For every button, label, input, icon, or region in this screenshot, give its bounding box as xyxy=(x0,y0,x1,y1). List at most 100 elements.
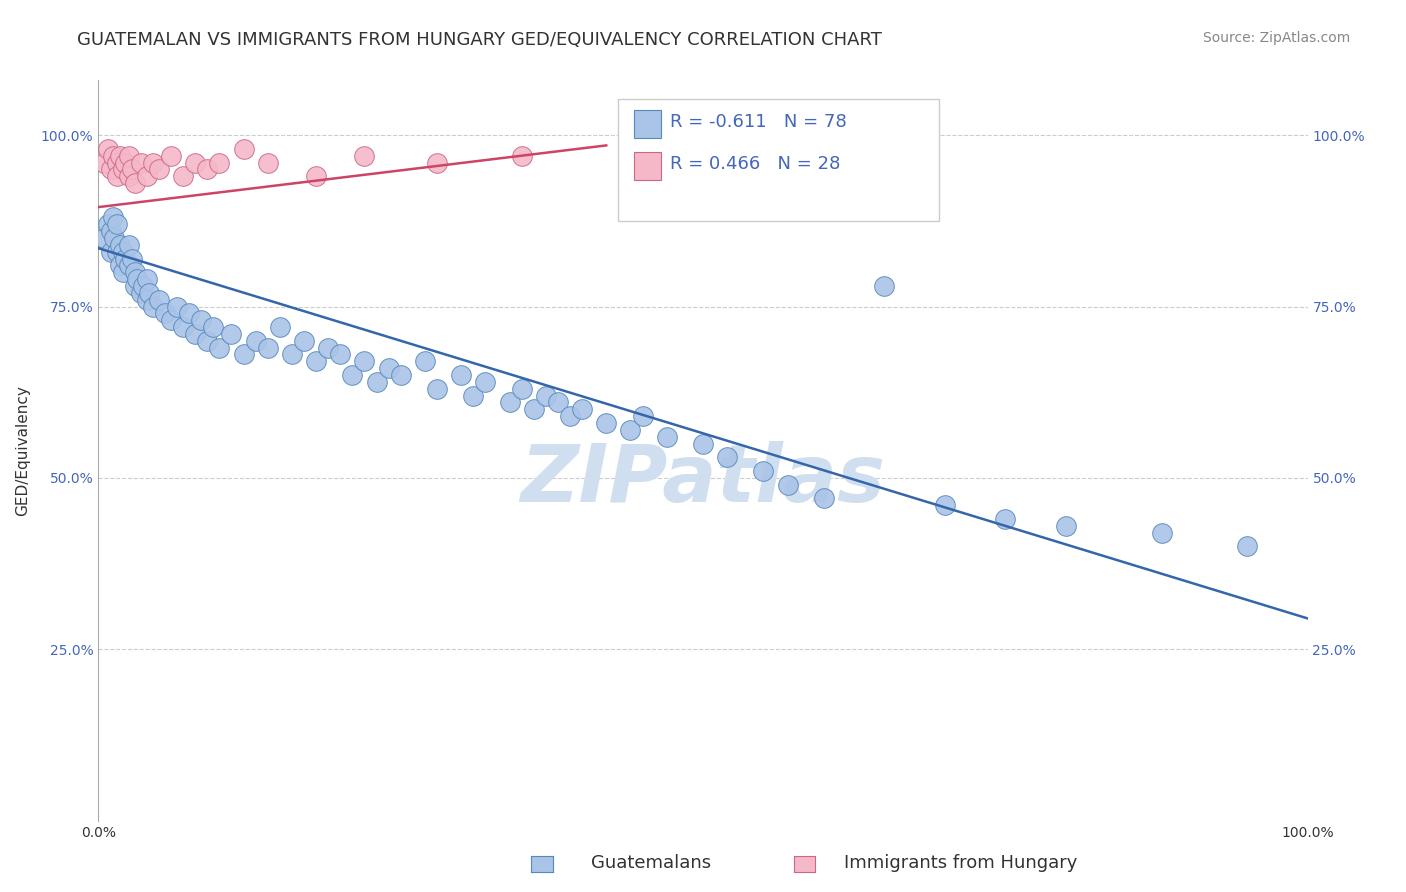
Point xyxy=(245,334,267,348)
Point xyxy=(132,279,155,293)
Point xyxy=(129,285,152,300)
Point xyxy=(100,244,122,259)
Point xyxy=(353,149,375,163)
Point xyxy=(105,244,128,259)
Point xyxy=(100,162,122,177)
Point xyxy=(256,155,278,169)
Text: R = 0.466   N = 28: R = 0.466 N = 28 xyxy=(671,155,841,173)
Point xyxy=(716,450,738,465)
Point xyxy=(100,224,122,238)
Text: Immigrants from Hungary: Immigrants from Hungary xyxy=(844,855,1077,872)
Point xyxy=(292,334,315,348)
Point xyxy=(105,169,128,184)
Point xyxy=(1236,540,1258,554)
Point xyxy=(994,512,1017,526)
Point xyxy=(523,402,546,417)
Point xyxy=(692,436,714,450)
Point xyxy=(558,409,581,424)
Point xyxy=(595,416,617,430)
Point xyxy=(655,430,678,444)
Point xyxy=(93,231,115,245)
Point xyxy=(190,313,212,327)
Point xyxy=(547,395,569,409)
Point xyxy=(426,155,449,169)
Point xyxy=(118,259,141,273)
Point xyxy=(232,347,254,361)
Point xyxy=(1054,519,1077,533)
Point xyxy=(97,142,120,156)
Point xyxy=(108,237,131,252)
Point xyxy=(97,217,120,231)
Point xyxy=(124,279,146,293)
Point xyxy=(160,313,183,327)
Point xyxy=(571,402,593,417)
Point xyxy=(776,477,799,491)
Point xyxy=(118,237,141,252)
Point xyxy=(124,265,146,279)
Point xyxy=(510,149,533,163)
Point xyxy=(135,293,157,307)
Point xyxy=(256,341,278,355)
Point xyxy=(510,382,533,396)
Point xyxy=(534,389,557,403)
Point xyxy=(179,306,201,320)
Point xyxy=(105,155,128,169)
Point xyxy=(366,375,388,389)
Point xyxy=(127,272,149,286)
Point xyxy=(166,300,188,314)
Point xyxy=(184,326,207,341)
Point xyxy=(202,320,225,334)
Point xyxy=(108,259,131,273)
Point xyxy=(93,155,115,169)
Point xyxy=(353,354,375,368)
Point xyxy=(111,162,134,177)
Text: ZIPatlas: ZIPatlas xyxy=(520,441,886,519)
Point xyxy=(208,341,231,355)
Point xyxy=(474,375,496,389)
Point xyxy=(111,244,134,259)
Point xyxy=(129,155,152,169)
Point xyxy=(873,279,896,293)
Point xyxy=(114,155,136,169)
Point xyxy=(377,361,399,376)
Point xyxy=(101,149,124,163)
Point xyxy=(121,252,143,266)
Text: GUATEMALAN VS IMMIGRANTS FROM HUNGARY GED/EQUIVALENCY CORRELATION CHART: GUATEMALAN VS IMMIGRANTS FROM HUNGARY GE… xyxy=(77,31,882,49)
Point xyxy=(153,306,176,320)
Point xyxy=(195,334,218,348)
Point xyxy=(142,300,165,314)
Point xyxy=(208,155,231,169)
Point xyxy=(142,155,165,169)
Point xyxy=(138,285,160,300)
Point xyxy=(148,293,170,307)
Text: Guatemalans: Guatemalans xyxy=(591,855,710,872)
Point xyxy=(269,320,291,334)
Point xyxy=(305,169,328,184)
Point xyxy=(160,149,183,163)
Point xyxy=(813,491,835,506)
Point xyxy=(105,217,128,231)
FancyBboxPatch shape xyxy=(619,99,939,221)
Point xyxy=(121,162,143,177)
Point xyxy=(498,395,520,409)
Point xyxy=(316,341,339,355)
Text: R = -0.611   N = 78: R = -0.611 N = 78 xyxy=(671,113,846,131)
Point xyxy=(1152,525,1174,540)
Point xyxy=(631,409,654,424)
Point xyxy=(148,162,170,177)
Point xyxy=(172,320,194,334)
Point xyxy=(101,211,124,225)
Point xyxy=(124,176,146,190)
Point xyxy=(111,265,134,279)
Point xyxy=(281,347,304,361)
Point xyxy=(172,169,194,184)
Text: Source: ZipAtlas.com: Source: ZipAtlas.com xyxy=(1202,31,1350,45)
Point xyxy=(342,368,364,382)
Point xyxy=(463,389,485,403)
Point xyxy=(232,142,254,156)
Point xyxy=(305,354,328,368)
Point xyxy=(103,231,125,245)
Point xyxy=(329,347,352,361)
Point xyxy=(108,149,131,163)
Point xyxy=(184,155,207,169)
